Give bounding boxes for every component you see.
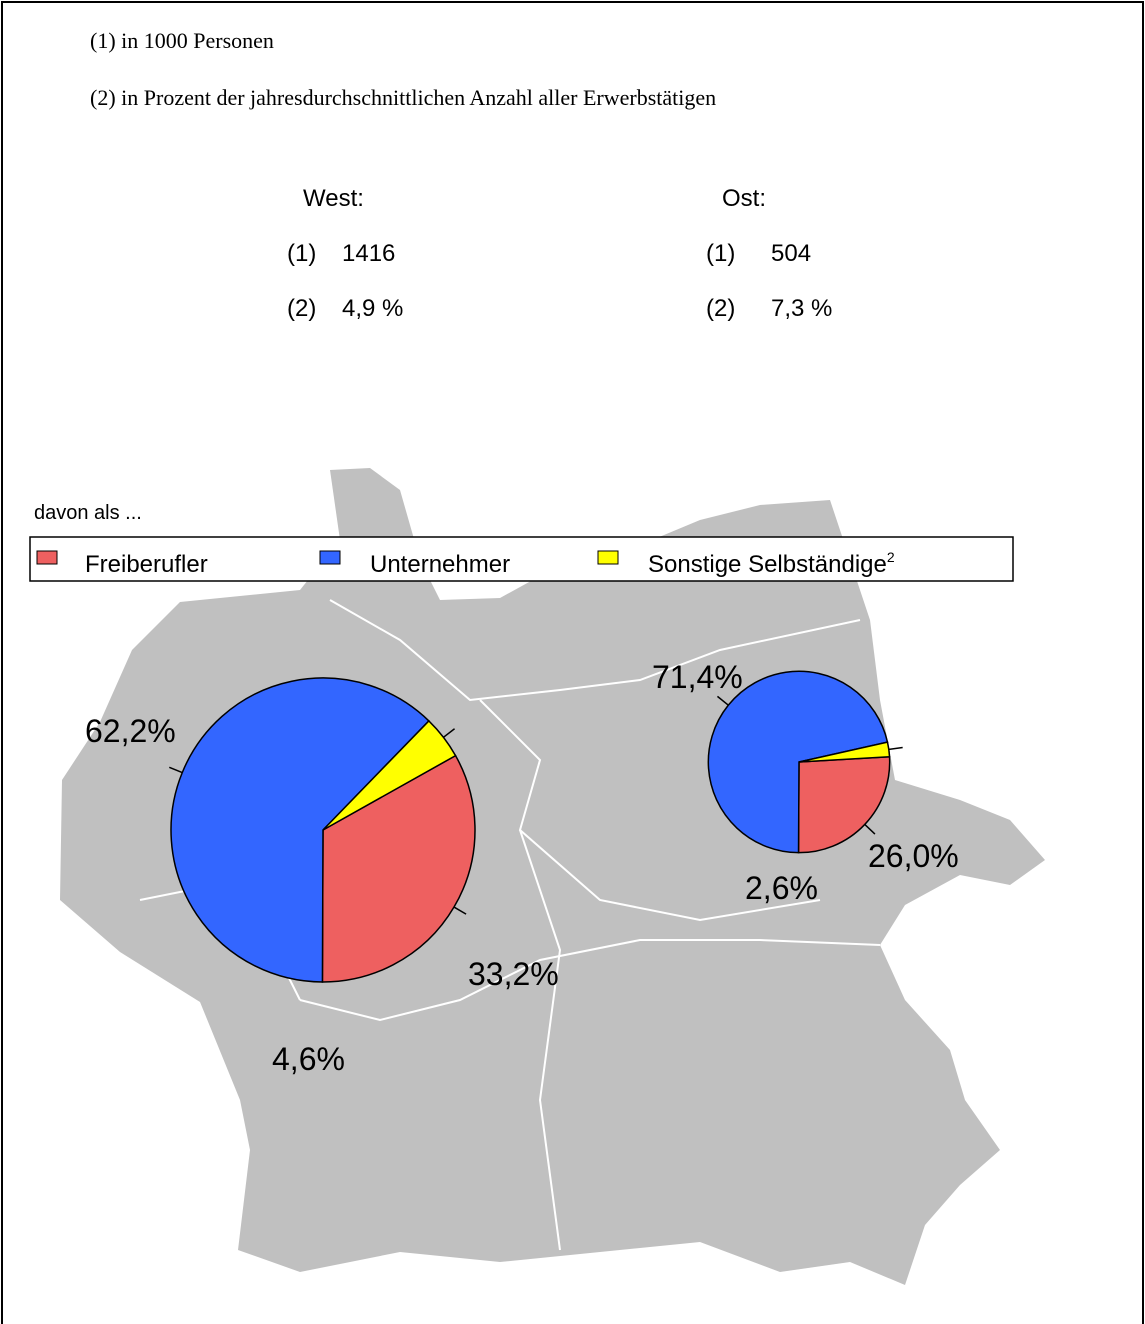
pie-slice (322, 719, 457, 831)
stat-value: 4,9 % (342, 295, 403, 322)
slice-label: 33,2% (468, 956, 559, 992)
legend-swatch (319, 550, 341, 565)
leader-line (443, 728, 456, 738)
slice-label: 26,0% (868, 838, 959, 874)
leader-line (453, 906, 467, 915)
slice-label: 71,4% (652, 659, 743, 695)
note: (1) in 1000 Personen (90, 28, 274, 53)
legend-box (29, 536, 1014, 582)
stat-label: (2) (287, 295, 316, 322)
leader-line (169, 766, 183, 774)
stat-value: 7,3 % (771, 295, 832, 322)
pie-slice (321, 754, 476, 983)
map-borders (139, 599, 881, 1251)
slice-label: 62,2% (85, 713, 176, 749)
stat-label: (1) (287, 240, 316, 267)
stat-value: 504 (771, 240, 811, 267)
slice-label: 2,6% (745, 870, 818, 906)
leader-line (888, 746, 903, 751)
leader-line (864, 823, 876, 835)
legend-label: Sonstige Selbständige2 (648, 549, 895, 578)
note: (2) in Prozent der jahresdurchschnittlic… (90, 85, 716, 110)
stat-label: (2) (706, 295, 735, 322)
legend-label: Freiberufler (85, 551, 208, 578)
legend-swatch (36, 550, 58, 565)
stat-value: 1416 (342, 240, 395, 267)
lead-text: davon als ... (34, 502, 142, 524)
legend-footnote: 2 (887, 549, 895, 565)
region-title: Ost: (722, 185, 766, 212)
slice-label: 4,6% (272, 1041, 345, 1077)
pie-slice (707, 670, 889, 854)
legend-label: Unternehmer (370, 551, 510, 578)
leader-line (716, 695, 729, 706)
legend-swatch (597, 550, 619, 565)
stat-label: (1) (706, 240, 735, 267)
region-title: West: (303, 185, 364, 212)
pie-slice (797, 755, 891, 854)
